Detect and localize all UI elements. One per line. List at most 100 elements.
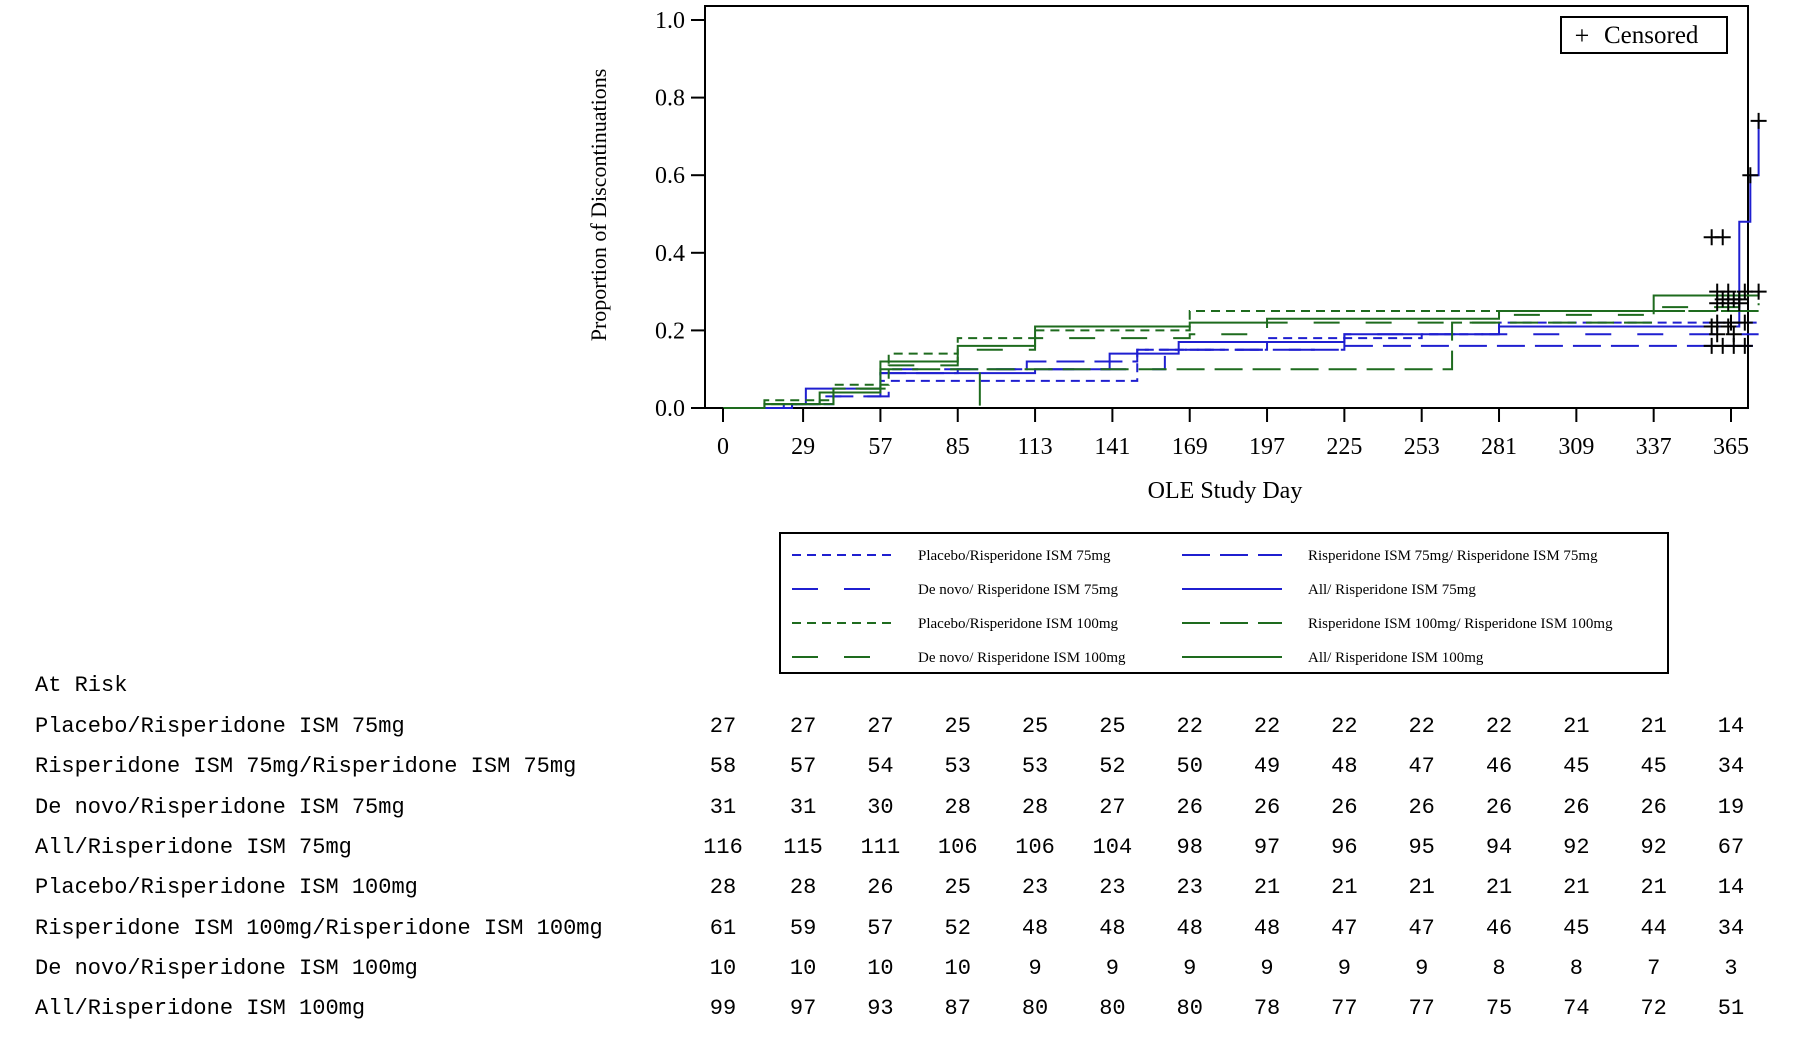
censor-mark xyxy=(1750,283,1767,300)
at-risk-cell: 10 xyxy=(709,955,737,981)
at-risk-cell: 77 xyxy=(1408,996,1435,1022)
at-risk-cell: 21 xyxy=(1563,714,1590,739)
x-tick-label: 309 xyxy=(1558,434,1594,460)
at-risk-cell: 31 xyxy=(789,794,817,820)
at-risk-cell: 22 xyxy=(1408,714,1435,739)
at-risk-cell: 21 xyxy=(1331,875,1358,901)
at-risk-cell: 51 xyxy=(1717,996,1745,1022)
at-risk-cell: 48 xyxy=(1176,915,1203,941)
at-risk-title: At Risk xyxy=(35,673,128,698)
at-risk-cell: 47 xyxy=(1408,915,1435,941)
at-risk-cell: 53 xyxy=(944,754,971,780)
at-risk-cell: 26 xyxy=(1563,794,1590,820)
at-risk-cell: 50 xyxy=(1176,754,1203,780)
at-risk-cell: 58 xyxy=(709,754,737,780)
at-risk-cell: 3 xyxy=(1724,955,1738,981)
at-risk-cell: 92 xyxy=(1640,834,1667,860)
at-risk-cell: 99 xyxy=(709,996,737,1022)
at-risk-cell: 26 xyxy=(1253,794,1281,820)
at-risk-cell: 52 xyxy=(1099,754,1126,780)
at-risk-cell: 87 xyxy=(944,996,971,1022)
legend-label-5: Risperidone ISM 100mg/ Risperidone ISM 1… xyxy=(1308,616,1613,632)
at-risk-row-label: All/Risperidone ISM 75mg xyxy=(35,834,352,860)
at-risk-cell: 49 xyxy=(1253,754,1281,780)
legend-box xyxy=(779,532,1669,674)
at-risk-cell: 97 xyxy=(1253,834,1281,860)
at-risk-cell: 59 xyxy=(789,915,817,941)
at-risk-cell: 95 xyxy=(1408,834,1435,860)
x-tick-label: 365 xyxy=(1713,434,1749,460)
at-risk-cell: 92 xyxy=(1563,834,1590,860)
at-risk-cell: 28 xyxy=(944,794,971,820)
at-risk-cell: 78 xyxy=(1253,996,1281,1022)
censor-mark xyxy=(1742,167,1759,184)
at-risk-cell: 10 xyxy=(867,955,894,981)
at-risk-cell: 26 xyxy=(1331,794,1358,820)
at-risk-cell: 25 xyxy=(944,714,971,739)
at-risk-cell: 104 xyxy=(1092,834,1133,860)
at-risk-cell: 7 xyxy=(1647,955,1661,981)
censored-key: + Censored xyxy=(1560,16,1728,54)
censor-mark xyxy=(1703,318,1720,335)
at-risk-cell: 45 xyxy=(1640,754,1667,780)
at-risk-cell: 9 xyxy=(1105,955,1119,981)
at-risk-cell: 80 xyxy=(1176,996,1203,1022)
censored-key-label: Censored xyxy=(1604,22,1699,49)
y-tick-label: 0.0 xyxy=(655,396,685,422)
at-risk-cell: 21 xyxy=(1640,714,1667,739)
x-tick-label: 29 xyxy=(791,434,815,460)
at-risk-cell: 34 xyxy=(1717,915,1745,941)
x-tick-label: 169 xyxy=(1172,434,1208,460)
series-line-4 xyxy=(723,310,1759,409)
at-risk-cell: 98 xyxy=(1176,834,1203,860)
at-risk-cell: 61 xyxy=(709,915,737,941)
at-risk-cell: 31 xyxy=(709,794,737,820)
at-risk-cell: 52 xyxy=(944,915,971,941)
at-risk-cell: 9 xyxy=(1415,955,1429,981)
at-risk-cell: 23 xyxy=(1176,875,1203,901)
at-risk-cell: 21 xyxy=(1640,875,1667,901)
x-tick-label: 0 xyxy=(717,434,729,460)
x-tick-label: 113 xyxy=(1018,434,1053,460)
censor-mark xyxy=(1736,314,1753,331)
at-risk-cell: 48 xyxy=(1253,915,1281,941)
at-risk-cell: 46 xyxy=(1485,754,1513,780)
at-risk-cell: 116 xyxy=(703,834,743,860)
at-risk-cell: 72 xyxy=(1640,996,1667,1022)
x-tick-label: 141 xyxy=(1094,434,1130,460)
at-risk-cell: 77 xyxy=(1331,996,1358,1022)
at-risk-cell: 34 xyxy=(1717,754,1745,780)
series-line-1 xyxy=(723,344,1759,409)
x-tick-label: 281 xyxy=(1481,434,1517,460)
at-risk-cell: 19 xyxy=(1717,794,1745,820)
legend-label-6: De novo/ Risperidone ISM 100mg xyxy=(918,650,1126,666)
at-risk-cell: 26 xyxy=(1485,794,1513,820)
y-tick-label: 0.6 xyxy=(655,163,685,189)
at-risk-cell: 21 xyxy=(1253,875,1281,901)
at-risk-cell: 14 xyxy=(1717,875,1745,901)
legend-label-4: Placebo/Risperidone ISM 100mg xyxy=(918,616,1118,632)
at-risk-cell: 22 xyxy=(1176,714,1203,739)
y-tick-label: 0.2 xyxy=(655,318,685,344)
at-risk-cell: 111 xyxy=(860,834,901,860)
y-tick-label: 1.0 xyxy=(655,8,685,34)
x-tick-label: 337 xyxy=(1636,434,1672,460)
at-risk-cell: 57 xyxy=(867,915,894,941)
legend-label-7: All/ Risperidone ISM 100mg xyxy=(1308,650,1484,666)
at-risk-cell: 10 xyxy=(789,955,817,981)
at-risk-cell: 97 xyxy=(789,996,817,1022)
at-risk-cell: 47 xyxy=(1408,754,1435,780)
at-risk-row-label: De novo/Risperidone ISM 100mg xyxy=(35,955,418,981)
at-risk-cell: 14 xyxy=(1717,714,1745,739)
censor-mark xyxy=(1736,337,1753,354)
censor-mark xyxy=(1750,112,1767,129)
at-risk-cell: 54 xyxy=(867,754,894,780)
series-line-2 xyxy=(723,333,1759,409)
at-risk-cell: 25 xyxy=(944,875,971,901)
at-risk-row-label: Placebo/Risperidone ISM 75mg xyxy=(35,714,405,739)
at-risk-cell: 45 xyxy=(1563,915,1590,941)
at-risk-cell: 25 xyxy=(1099,714,1126,739)
at-risk-cell: 9 xyxy=(1260,955,1274,981)
at-risk-row-label: Risperidone ISM 75mg/Risperidone ISM 75m… xyxy=(35,754,577,780)
